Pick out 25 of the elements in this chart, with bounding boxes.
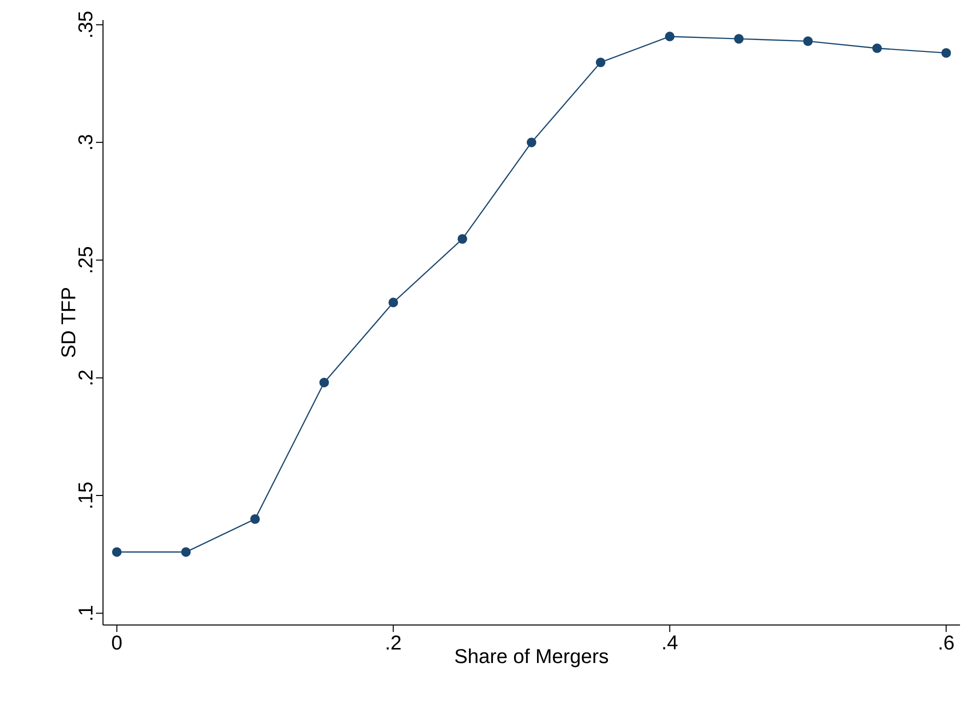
x-tick-label: .4 [663,636,678,650]
x-tick-label: .6 [940,636,954,650]
y-tick-label: .1 [78,606,92,620]
point [250,514,260,524]
point [112,547,122,557]
point [803,36,813,46]
point [458,234,468,244]
x-axis-title: Share of Mergers [455,648,608,668]
point [526,138,536,148]
point [388,298,398,308]
x-tick-label: .2 [386,636,401,650]
point [872,43,882,54]
y-tick-label: .25 [78,247,92,272]
y-tick-label: .15 [78,482,92,508]
point [734,34,744,44]
point [596,58,606,68]
x-tick-label: 0 [112,636,122,650]
y-tick-label: .2 [78,370,92,384]
y-tick-label: .3 [78,134,92,149]
point [319,378,329,388]
point [181,547,191,557]
point [941,48,951,58]
y-axis-title: SD TFP [61,288,76,358]
point [664,32,675,42]
y-tick-label: .35 [78,12,92,37]
